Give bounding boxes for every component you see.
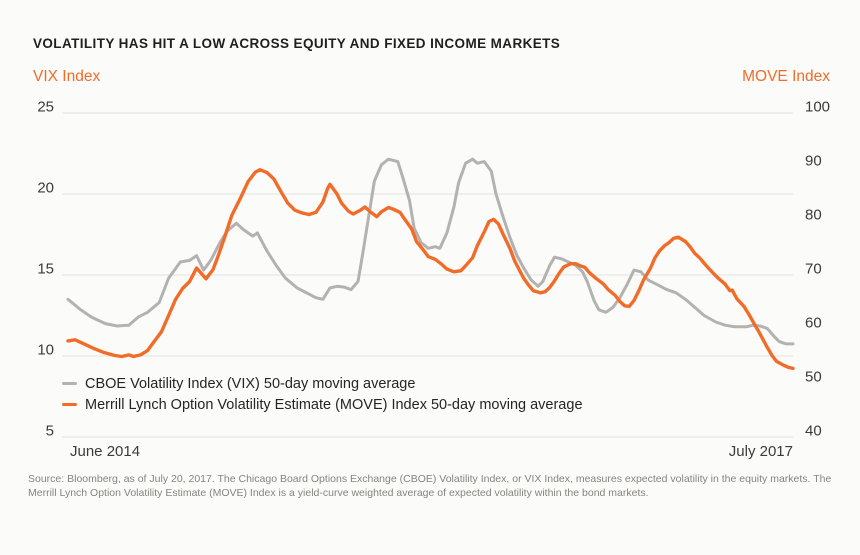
y-axis-tick-label-left: 20 bbox=[37, 179, 54, 197]
move-legend-label: Merrill Lynch Option Volatility Estimate… bbox=[85, 396, 583, 413]
y-axis-tick-label-right: 90 bbox=[805, 152, 822, 170]
vix-series-line bbox=[66, 157, 795, 346]
legend-item-move: Merrill Lynch Option Volatility Estimate… bbox=[62, 394, 583, 415]
vix-line-dash-icon bbox=[62, 382, 77, 385]
chart-title: VOLATILITY HAS HIT A LOW ACROSS EQUITY A… bbox=[33, 36, 561, 51]
source-note: Source: Bloomberg, as of July 20, 2017. … bbox=[28, 473, 832, 499]
legend: CBOE Volatility Index (VIX) 50-day movin… bbox=[62, 373, 583, 415]
y-axis-tick-label-right: 50 bbox=[805, 368, 822, 386]
x-axis-start-label: June 2014 bbox=[70, 443, 141, 460]
y-axis-tick-label-right: 100 bbox=[805, 98, 831, 116]
y-axis-tick-label-right: 40 bbox=[805, 422, 822, 440]
y-axis-tick-label-right: 70 bbox=[805, 260, 822, 278]
y-axis-tick-label-left: 5 bbox=[45, 422, 54, 440]
right-axis-title: MOVE Index bbox=[742, 68, 830, 85]
y-axis-tick-label-left: 15 bbox=[37, 260, 54, 278]
legend-item-vix: CBOE Volatility Index (VIX) 50-day movin… bbox=[62, 373, 583, 394]
vix-legend-label: CBOE Volatility Index (VIX) 50-day movin… bbox=[85, 375, 416, 392]
y-axis-tick-label-right: 60 bbox=[805, 314, 822, 332]
x-axis-end-label: July 2017 bbox=[728, 443, 793, 460]
y-axis-tick-label-left: 10 bbox=[37, 341, 54, 359]
y-axis-tick-label-right: 80 bbox=[805, 206, 822, 224]
move-series-line bbox=[66, 167, 795, 371]
left-axis-title: VIX Index bbox=[33, 68, 101, 85]
y-axis-tick-label-left: 25 bbox=[37, 98, 54, 116]
move-line-dash-icon bbox=[62, 403, 77, 406]
